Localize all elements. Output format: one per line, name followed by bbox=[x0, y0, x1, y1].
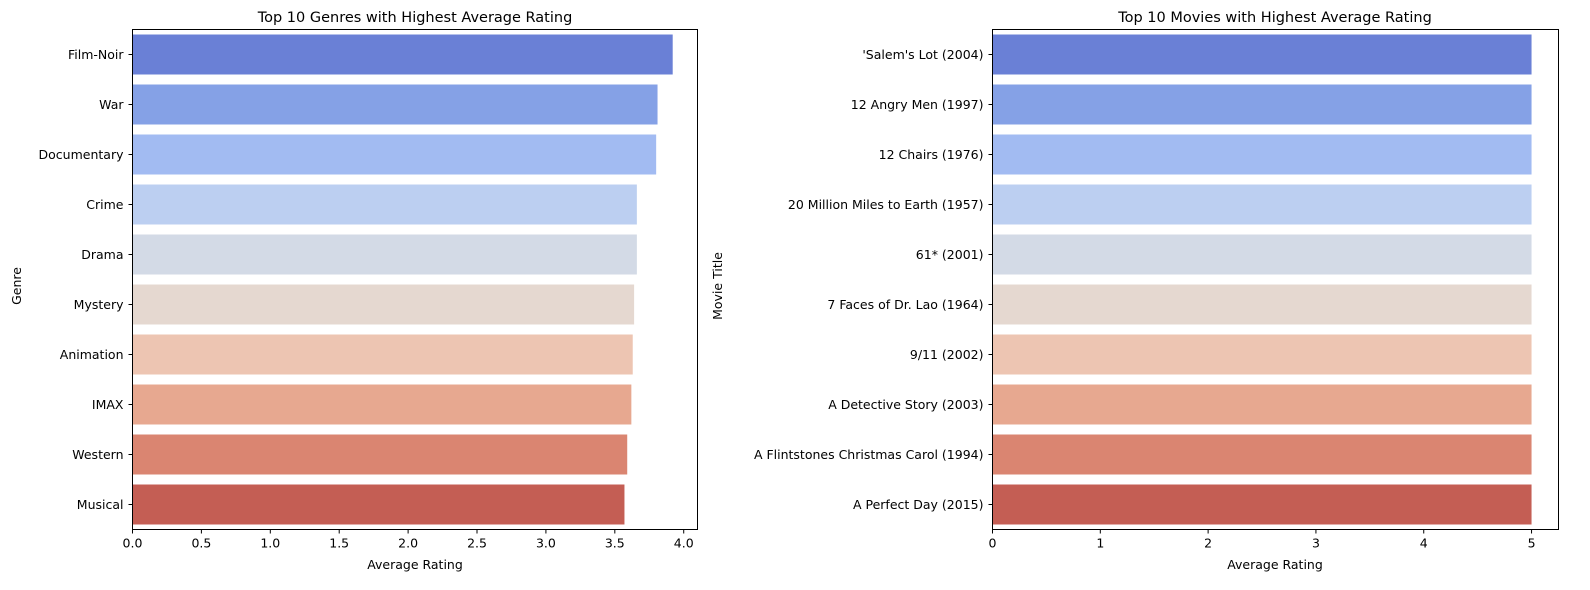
category-label: Drama bbox=[81, 247, 123, 262]
category-label: A Perfect Day (2015) bbox=[853, 497, 984, 512]
bar bbox=[132, 484, 625, 525]
bar bbox=[992, 434, 1532, 475]
bar bbox=[132, 134, 657, 175]
genre-rating-chart: Top 10 Genres with Highest Average Ratin… bbox=[9, 10, 698, 572]
bar bbox=[132, 34, 673, 75]
category-label: A Detective Story (2003) bbox=[828, 397, 983, 412]
bar bbox=[992, 384, 1532, 425]
x-tick-label: 0.5 bbox=[191, 536, 211, 551]
category-labels: 'Salem's Lot (2004) 12 Angry Men (1997) 12… bbox=[754, 47, 993, 512]
bar bbox=[132, 84, 658, 125]
x-tick-label: 2.5 bbox=[467, 536, 487, 551]
bar bbox=[992, 234, 1532, 275]
category-label: Musical bbox=[77, 497, 124, 512]
bar bbox=[132, 284, 635, 325]
bars bbox=[992, 34, 1532, 525]
x-tick-label: 2.0 bbox=[398, 536, 418, 551]
x-tick-label: 3 bbox=[1312, 536, 1320, 551]
bar bbox=[132, 384, 632, 425]
category-label: 9/11 (2002) bbox=[910, 347, 984, 362]
x-tick-label: 4 bbox=[1420, 536, 1428, 551]
x-ticks: 0.0 0.5 1.0 1.5 2.0 2.5 3.0 3.5 4.0 bbox=[123, 529, 694, 551]
x-tick-label: 4.0 bbox=[674, 536, 694, 551]
x-tick-label: 5 bbox=[1528, 536, 1536, 551]
category-label: 'Salem's Lot (2004) bbox=[862, 47, 983, 62]
x-axis-label: Average Rating bbox=[367, 557, 463, 572]
x-tick-label: 0 bbox=[989, 536, 997, 551]
plot-frame bbox=[132, 29, 698, 530]
category-label: A Flintstones Christmas Carol (1994) bbox=[754, 447, 984, 462]
x-tick-label: 3.5 bbox=[605, 536, 625, 551]
y-axis-label: Genre bbox=[9, 267, 24, 305]
chart-title: Top 10 Genres with Highest Average Ratin… bbox=[257, 10, 573, 26]
bar bbox=[992, 334, 1532, 375]
category-label: 12 Angry Men (1997) bbox=[851, 97, 984, 112]
bar bbox=[132, 184, 637, 225]
category-label: Crime bbox=[86, 197, 124, 212]
category-labels: Film-Noir War Documentary Crime Drama Mystery… bbox=[39, 47, 133, 512]
plot-frame bbox=[992, 29, 1559, 530]
x-tick-label: 3.0 bbox=[536, 536, 556, 551]
movie-rating-chart: Top 10 Movies with Highest Average Ratin… bbox=[710, 10, 1559, 572]
y-axis-label: Movie Title bbox=[710, 252, 725, 320]
category-label: Mystery bbox=[74, 297, 124, 312]
bar bbox=[132, 434, 628, 475]
x-tick-label: 0.0 bbox=[123, 536, 143, 551]
bar bbox=[992, 134, 1532, 175]
category-label: IMAX bbox=[92, 397, 124, 412]
category-label: 20 Million Miles to Earth (1957) bbox=[788, 197, 984, 212]
bar bbox=[132, 234, 637, 275]
category-label: 61* (2001) bbox=[916, 247, 984, 262]
bar bbox=[992, 284, 1532, 325]
bar bbox=[992, 34, 1532, 75]
category-label: Film-Noir bbox=[68, 47, 124, 62]
category-label: Documentary bbox=[39, 147, 125, 162]
x-tick-label: 1.5 bbox=[329, 536, 349, 551]
x-axis-label: Average Rating bbox=[1227, 557, 1323, 572]
bar bbox=[992, 84, 1532, 125]
category-label: 12 Chairs (1976) bbox=[879, 147, 984, 162]
category-label: 7 Faces of Dr. Lao (1964) bbox=[827, 297, 983, 312]
bar bbox=[132, 334, 633, 375]
x-tick-label: 1.0 bbox=[260, 536, 280, 551]
bar bbox=[992, 484, 1532, 525]
x-tick-label: 1 bbox=[1096, 536, 1104, 551]
category-label: Animation bbox=[60, 347, 124, 362]
x-tick-label: 2 bbox=[1204, 536, 1212, 551]
category-label: Western bbox=[72, 447, 123, 462]
bars bbox=[132, 34, 673, 525]
chart-title: Top 10 Movies with Highest Average Ratin… bbox=[1117, 10, 1432, 26]
x-ticks: 0 1 2 3 4 5 bbox=[989, 529, 1536, 551]
bar bbox=[992, 184, 1532, 225]
category-label: War bbox=[99, 97, 124, 112]
